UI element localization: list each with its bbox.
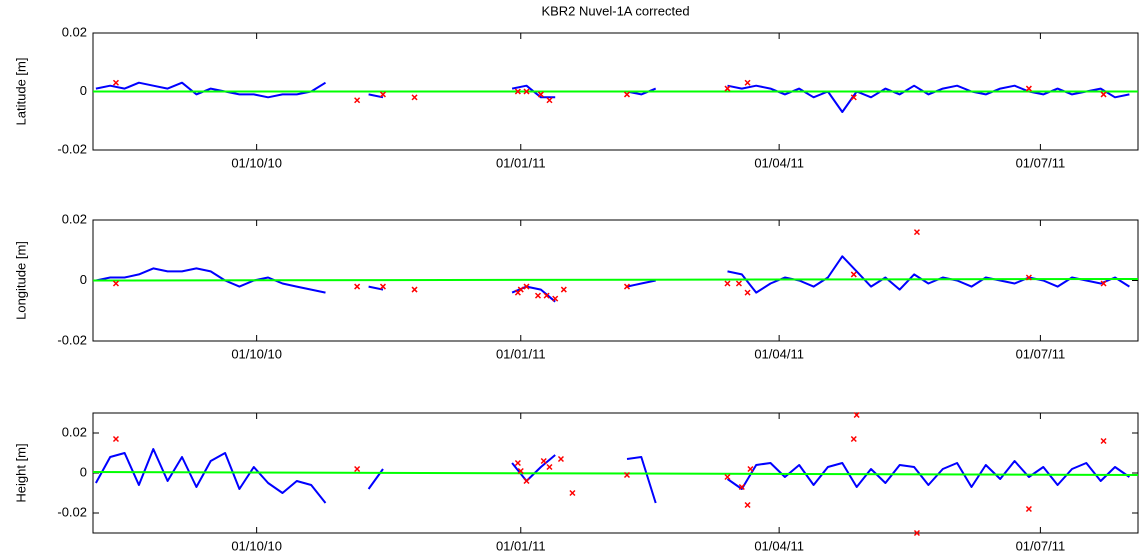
x-tick-label: 01/10/10 bbox=[231, 346, 282, 361]
outlier-marker bbox=[560, 286, 567, 293]
outlier-marker bbox=[744, 501, 751, 509]
outlier-marker bbox=[850, 94, 857, 101]
data-line bbox=[95, 255, 1130, 303]
y-tick-label: 0.02 bbox=[62, 424, 87, 439]
x-tick-label: 01/10/10 bbox=[231, 538, 282, 553]
outlier-marker bbox=[112, 435, 119, 443]
outlier-marker bbox=[517, 286, 524, 293]
data-line bbox=[92, 278, 1139, 282]
x-tick-label: 01/01/11 bbox=[496, 155, 546, 170]
outlier-marker bbox=[411, 94, 418, 101]
outlier-marker bbox=[724, 280, 731, 287]
x-tick-label: 01/07/11 bbox=[1016, 538, 1066, 553]
outlier-marker bbox=[724, 85, 731, 92]
y-tick-label: 0.02 bbox=[62, 24, 87, 39]
outlier-marker bbox=[354, 465, 361, 473]
x-tick-label: 01/04/11 bbox=[754, 155, 804, 170]
outlier-marker bbox=[623, 283, 631, 290]
x-tick-label: 01/04/11 bbox=[754, 538, 804, 553]
outlier-marker bbox=[735, 280, 742, 287]
outlier-marker bbox=[913, 529, 920, 537]
y-tick-label: 0 bbox=[80, 83, 87, 98]
outlier-marker bbox=[514, 459, 521, 467]
x-tick-label: 01/01/11 bbox=[496, 346, 546, 361]
outlier-marker bbox=[537, 91, 544, 98]
outlier-marker bbox=[112, 280, 119, 287]
data-line bbox=[92, 471, 1139, 476]
y-tick-label: -0.02 bbox=[57, 504, 87, 519]
outlier-marker bbox=[744, 289, 751, 296]
outlier-marker bbox=[569, 489, 576, 497]
y-tick-label: 0 bbox=[80, 272, 87, 287]
outlier-marker bbox=[913, 229, 920, 236]
outlier-marker bbox=[623, 471, 631, 479]
x-tick-label: 01/07/11 bbox=[1016, 155, 1066, 170]
y-axis-label: Height [m] bbox=[13, 443, 28, 502]
outlier-marker bbox=[1100, 437, 1107, 445]
outlier-marker bbox=[850, 271, 857, 278]
x-tick-label: 01/10/10 bbox=[231, 155, 282, 170]
outlier-marker bbox=[1100, 280, 1107, 287]
outlier-marker bbox=[540, 457, 547, 465]
outlier-marker bbox=[1025, 274, 1032, 281]
outlier-marker bbox=[546, 97, 553, 104]
outlier-marker bbox=[523, 88, 530, 95]
outlier-marker bbox=[354, 97, 361, 104]
chart-title: KBR2 Nuvel-1A corrected bbox=[541, 3, 689, 18]
x-tick-label: 01/07/11 bbox=[1016, 346, 1066, 361]
outlier-marker bbox=[514, 88, 521, 95]
outlier-marker bbox=[379, 283, 386, 290]
outlier-marker bbox=[523, 477, 530, 485]
outlier-marker bbox=[517, 467, 524, 475]
y-tick-label: 0.02 bbox=[62, 211, 87, 226]
outlier-marker bbox=[724, 473, 731, 481]
outlier-marker bbox=[523, 283, 530, 290]
outlier-marker bbox=[552, 295, 559, 302]
y-axis-label: Longitude [m] bbox=[13, 241, 28, 320]
y-tick-label: -0.02 bbox=[57, 332, 87, 347]
y-axis-label: Latitude [m] bbox=[13, 58, 28, 126]
outlier-marker bbox=[112, 79, 119, 86]
y-tick-label: 0 bbox=[80, 464, 87, 479]
outlier-marker bbox=[738, 483, 745, 491]
outlier-marker bbox=[534, 292, 542, 299]
outlier-marker bbox=[1025, 505, 1032, 513]
outlier-marker bbox=[557, 455, 564, 463]
outlier-marker bbox=[850, 435, 857, 443]
outlier-marker bbox=[744, 79, 751, 86]
x-tick-label: 01/01/11 bbox=[496, 538, 546, 553]
outlier-marker bbox=[411, 286, 418, 293]
outlier-marker bbox=[623, 91, 631, 98]
outlier-marker bbox=[853, 411, 860, 419]
outlier-marker bbox=[1100, 91, 1107, 98]
y-tick-label: -0.02 bbox=[57, 141, 87, 156]
outlier-marker bbox=[354, 283, 361, 290]
outlier-marker bbox=[747, 465, 754, 473]
outlier-marker bbox=[546, 463, 553, 471]
x-tick-label: 01/04/11 bbox=[754, 346, 804, 361]
outlier-marker bbox=[543, 292, 550, 299]
outlier-marker bbox=[1025, 85, 1032, 92]
outlier-marker bbox=[379, 91, 386, 98]
